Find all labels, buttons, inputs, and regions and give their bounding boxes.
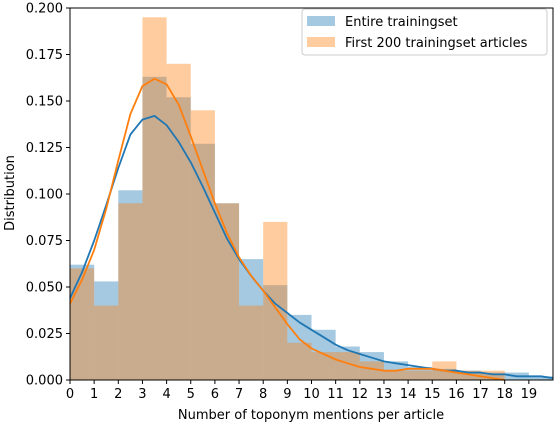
- x-tick-label: 9: [283, 387, 291, 402]
- x-tick-label: 17: [472, 387, 489, 402]
- bar-series1-bin13: [383, 370, 409, 380]
- bar-series1-bin9: [287, 342, 312, 380]
- x-tick-label: 8: [259, 387, 267, 402]
- bar-series1-bin0: [70, 268, 95, 380]
- y-tick-label: 0.125: [26, 141, 63, 156]
- bar-series0-bin8: [263, 285, 288, 380]
- bar-series1-bin10: [311, 352, 336, 380]
- x-tick-label: 3: [138, 387, 146, 402]
- bar-series1-bin2: [118, 203, 143, 380]
- bar-series1-bin1: [94, 305, 119, 380]
- legend-label-series1: First 200 trainingset articles: [345, 36, 528, 51]
- bar-series0-bin17: [480, 372, 505, 380]
- bar-series1-bin16: [456, 370, 481, 380]
- bar-series0-bin2: [118, 190, 143, 380]
- kde-line-series1: [69, 77, 505, 381]
- bar-series0-bin3: [142, 76, 167, 380]
- bar-series1-bin6: [214, 203, 240, 380]
- legend-swatch-series1: [307, 37, 335, 47]
- x-tick-label: 1: [90, 387, 98, 402]
- y-tick-label: 0.050: [26, 281, 63, 296]
- x-tick-label: 5: [187, 387, 195, 402]
- bar-series1-bin7: [239, 305, 264, 380]
- y-axis-ticks: 0.000 0.025 0.050 0.075 0.100 0.125 0.150 0.175…: [26, 2, 70, 389]
- x-tick-label: 0: [66, 387, 74, 402]
- bar-series1-bin12: [359, 361, 384, 380]
- x-tick-label: 11: [327, 387, 344, 402]
- x-tick-label: 13: [376, 387, 393, 402]
- x-tick-label: 19: [521, 387, 538, 402]
- bar-series0-bin4: [166, 97, 191, 380]
- bar-series1-bin8: [263, 221, 288, 380]
- bar-series1-bin3: [142, 17, 167, 381]
- bar-series0-bin7: [239, 259, 264, 380]
- bar-series0-bin19: [528, 376, 553, 380]
- x-tick-label: 4: [162, 387, 170, 402]
- x-axis-label: Number of toponym mentions per article: [178, 408, 444, 423]
- bar-series0-bin12: [359, 352, 384, 380]
- x-tick-label: 14: [400, 387, 417, 402]
- kde-curves: [69, 77, 554, 381]
- y-tick-label: 0.025: [26, 327, 63, 342]
- bar-series0-bin16: [456, 370, 481, 380]
- bar-series1-bin14: [408, 370, 433, 380]
- y-tick-label: 0.075: [26, 234, 63, 249]
- kde-line-series0: [69, 115, 554, 379]
- bar-series0-bin15: [432, 368, 457, 380]
- legend: Entire trainingset First 200 trainingset …: [301, 8, 548, 56]
- y-axis-label: Distribution: [3, 155, 18, 231]
- x-tick-label: 12: [352, 387, 369, 402]
- bar-series0-bin14: [408, 366, 433, 380]
- y-tick-label: 0.100: [26, 188, 63, 203]
- x-tick-label: 18: [496, 387, 513, 402]
- histogram-bars: [70, 17, 553, 381]
- bar-series0-bin0: [70, 264, 95, 380]
- y-tick-label: 0.150: [26, 95, 63, 110]
- y-tick-label: 0.200: [26, 2, 63, 17]
- legend-box: [301, 8, 548, 56]
- legend-swatch-series0: [307, 16, 335, 26]
- bar-series1-bin17: [480, 370, 505, 380]
- bar-series1-bin4: [166, 63, 191, 381]
- x-tick-label: 16: [448, 387, 465, 402]
- legend-label-series0: Entire trainingset: [345, 15, 458, 30]
- bar-series0-bin5: [190, 143, 215, 380]
- y-tick-label: 0.175: [26, 48, 63, 63]
- bar-series1-bin5: [190, 110, 215, 381]
- x-tick-label: 15: [424, 387, 441, 402]
- x-tick-label: 6: [211, 387, 219, 402]
- x-tick-label: 10: [303, 387, 320, 402]
- x-tick-label: 2: [114, 387, 122, 402]
- x-axis-ticks: 0 1 2 3 4 5 6 7 8 9 10 11 12 13 14 15 16 17 18 19: [66, 380, 537, 402]
- y-tick-label: 0.000: [26, 374, 63, 389]
- bar-series0-bin1: [94, 281, 119, 380]
- bar-series0-bin9: [287, 314, 312, 380]
- x-tick-label: 7: [235, 387, 243, 402]
